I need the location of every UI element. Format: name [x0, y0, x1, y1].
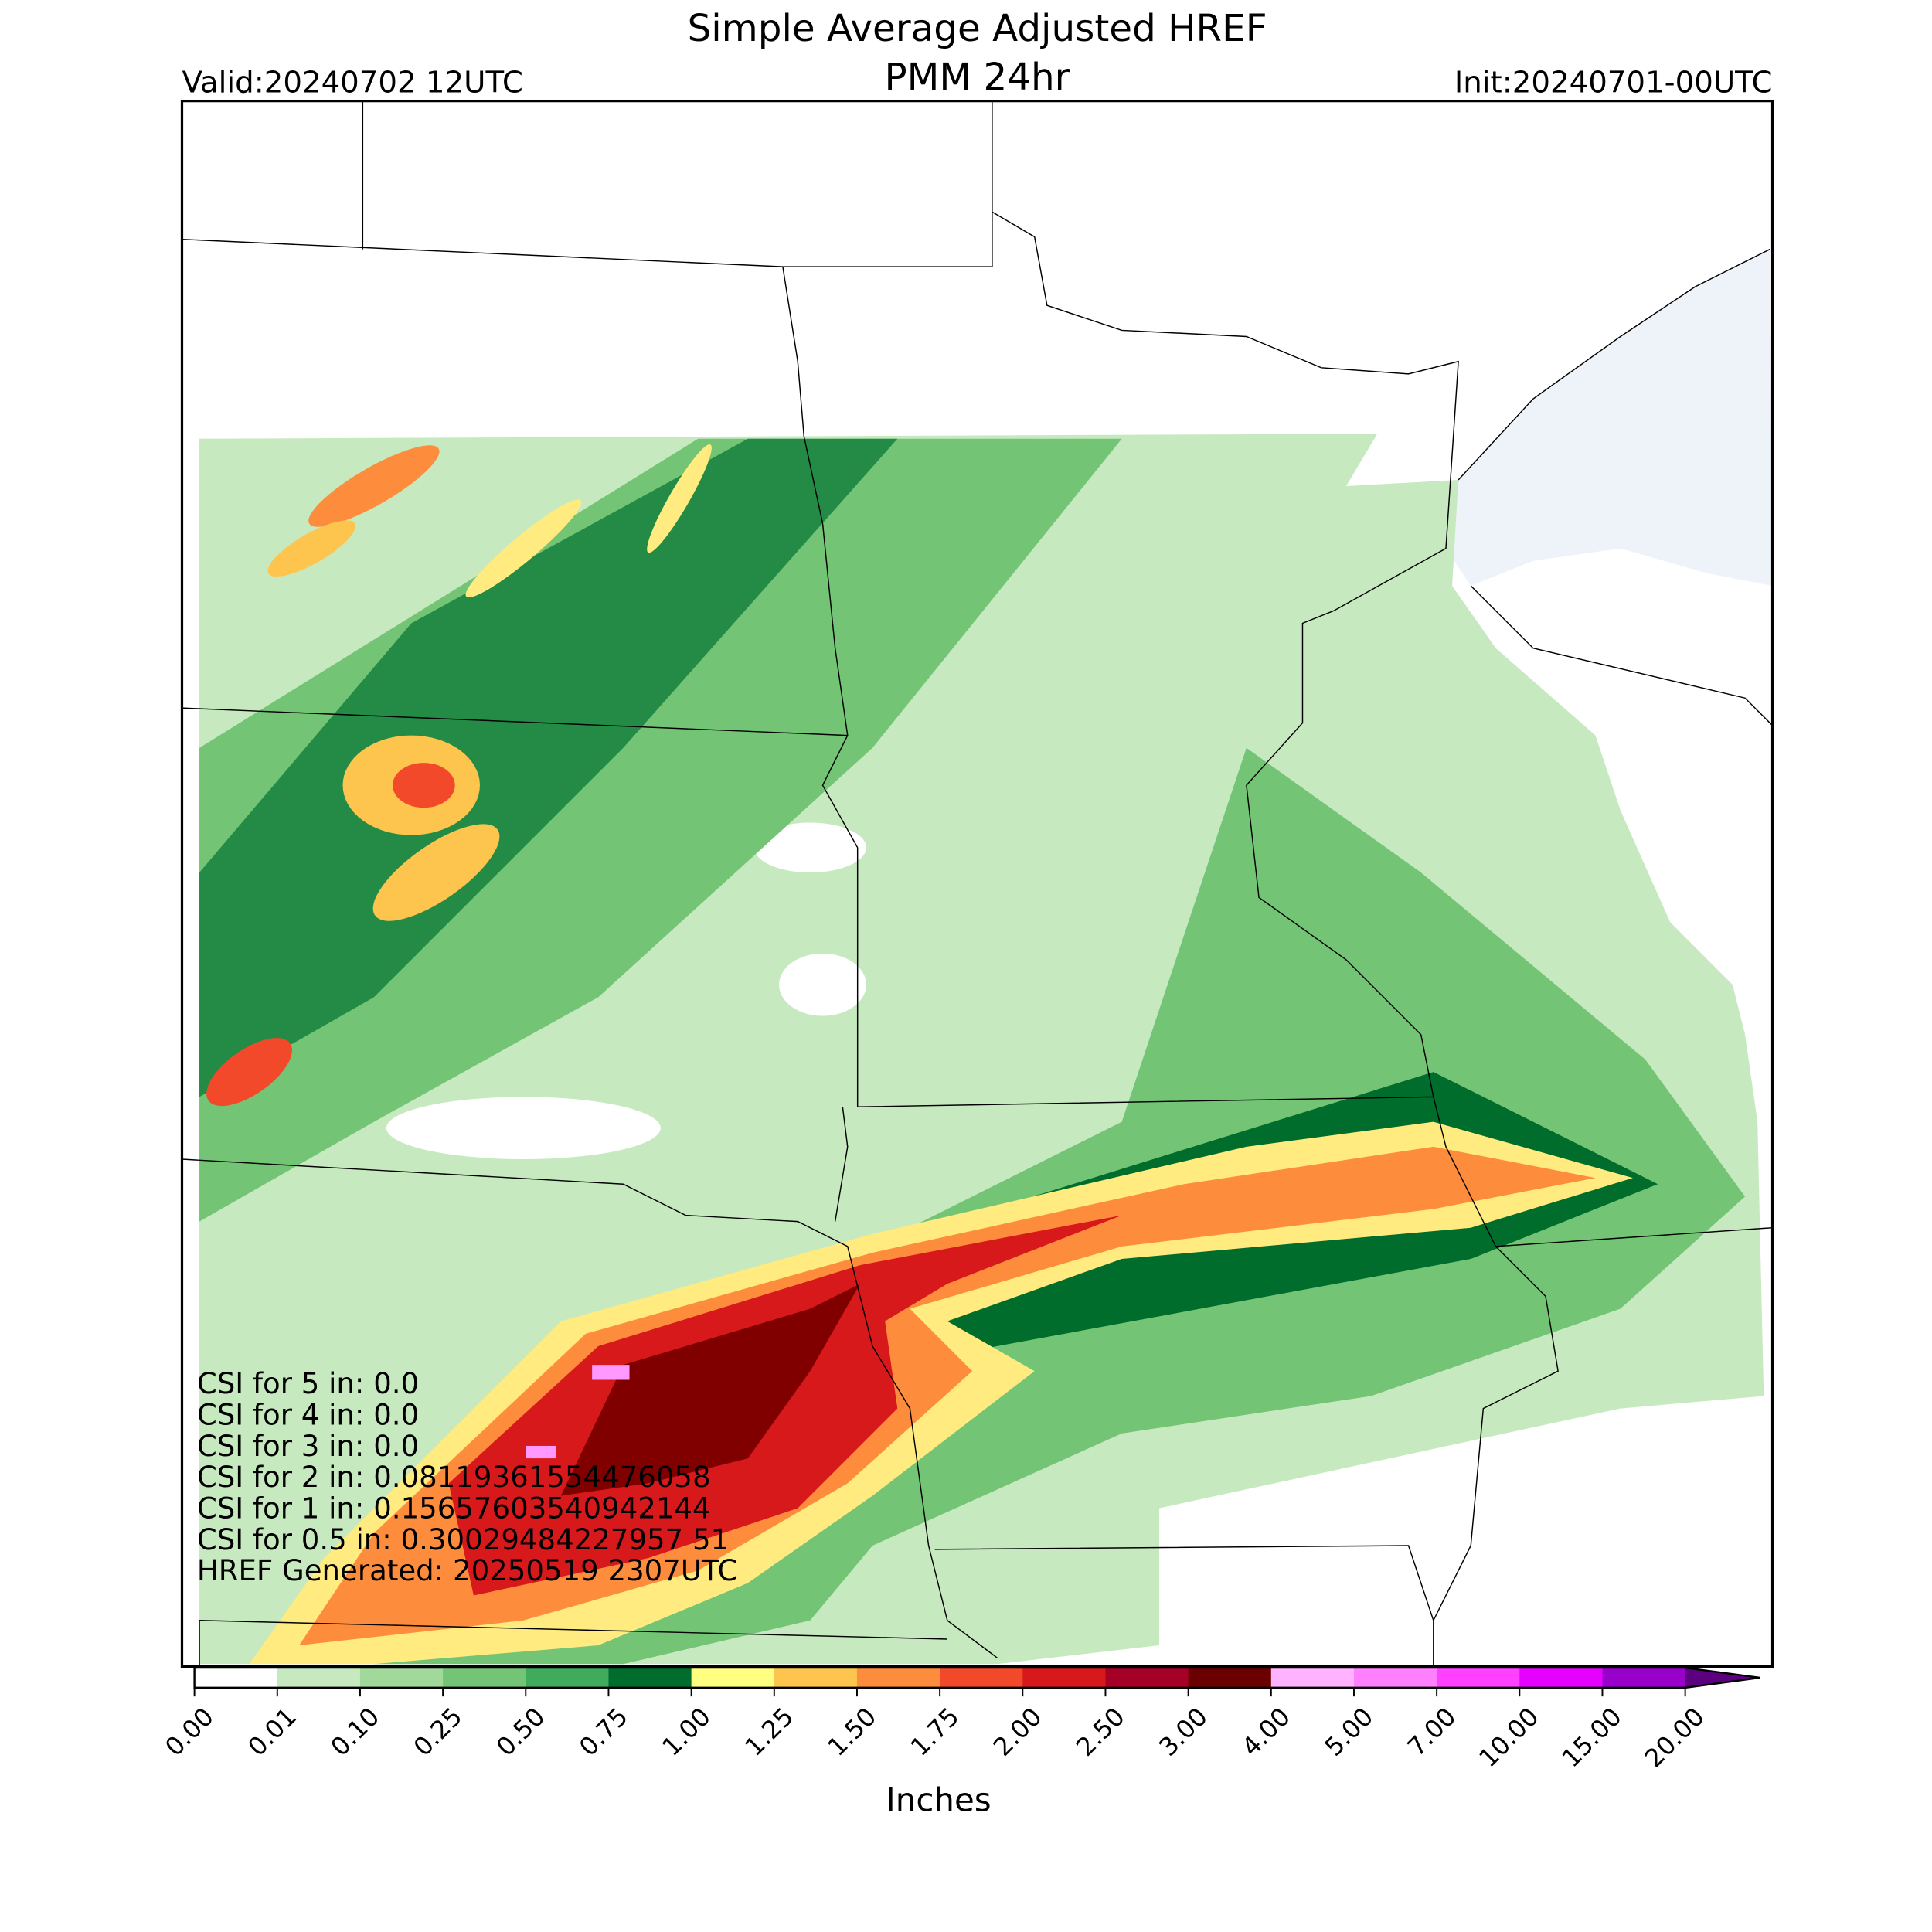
precip-gap	[1159, 1402, 1764, 1667]
colorbar-tick-label: 0.01	[242, 1702, 302, 1762]
colorbar-tick-label: 20.00	[1639, 1702, 1710, 1773]
colorbar-outline	[193, 1666, 1760, 1689]
colorbar-tick-label: 2.00	[988, 1702, 1048, 1762]
annotation: CSI for 2 in: 0.08119361554476058	[197, 1461, 711, 1494]
subtitle: PMM 24hr	[884, 56, 1070, 99]
map-frame	[180, 100, 1774, 1668]
precip-area	[308, 445, 440, 527]
precip-area	[199, 438, 898, 1097]
colorbar-segment	[1353, 1668, 1437, 1688]
valid-time: Valid:20240702 12UTC	[182, 65, 522, 100]
init-time: Init:20240701-00UTC	[1454, 65, 1773, 100]
annotation: CSI for 3 in: 0.0	[197, 1430, 419, 1463]
colorbar-segment	[277, 1668, 361, 1688]
annotation: CSI for 0.5 in: 0.30029484227957 51	[197, 1523, 729, 1556]
colorbar-tick-label: 0.50	[491, 1702, 551, 1762]
state-borders	[182, 100, 1773, 1667]
colorbar-tick-label: 7.00	[1402, 1702, 1462, 1762]
title: Simple Average Adjusted HREF	[688, 7, 1267, 50]
colorbar-tick-label: 4.00	[1236, 1702, 1296, 1762]
precip-area	[267, 520, 355, 577]
precip-gap	[386, 1097, 661, 1159]
annotation: HREF Generated: 20250519 2307UTC	[197, 1554, 738, 1587]
colorbar-segment	[940, 1668, 1023, 1688]
precip-area	[592, 1365, 630, 1380]
precip-area	[526, 1445, 556, 1459]
colorbar-segment	[359, 1668, 444, 1688]
colorbar-tick-label: 0.75	[573, 1702, 634, 1762]
colorbar-tick-label: 3.00	[1153, 1702, 1213, 1762]
annotation: CSI for 1 in: 0.15657603540942144	[197, 1492, 711, 1526]
colorbar-tick-label: 0.00	[159, 1702, 219, 1762]
colorbar-segment	[1105, 1668, 1189, 1688]
colorbar-segment	[608, 1668, 692, 1688]
colorbar-segment	[774, 1668, 858, 1688]
colorbar-tick-label: 0.25	[408, 1702, 468, 1762]
map	[182, 100, 1773, 1667]
colorbar-segment	[856, 1668, 940, 1688]
precip-area	[206, 1038, 292, 1107]
annotation: CSI for 4 in: 0.0	[197, 1399, 419, 1432]
annotation: CSI for 5 in: 0.0	[197, 1367, 419, 1400]
precip-gap	[753, 822, 866, 873]
precip-area	[560, 1284, 860, 1496]
colorbar-tick-label: 5.00	[1319, 1702, 1379, 1762]
precip-area	[372, 824, 500, 921]
colorbar-tick-label: 10.00	[1473, 1702, 1544, 1773]
colorbar-extend	[1685, 1668, 1760, 1688]
colorbar-tick-label: 0.10	[325, 1702, 386, 1762]
colorbar-segment	[691, 1668, 775, 1688]
colorbar-segment	[194, 1668, 278, 1688]
colorbar-segment	[1519, 1668, 1603, 1688]
precip-area	[393, 763, 455, 808]
precip-area	[465, 499, 582, 598]
colorbar-tick-label: 2.50	[1070, 1702, 1131, 1762]
colorbar-tick-label: 1.50	[822, 1702, 883, 1762]
colorbar-label: Inches	[886, 1781, 991, 1819]
colorbar-tick-label: 1.75	[905, 1702, 965, 1762]
colorbar-segment	[1188, 1668, 1272, 1688]
colorbar-tick-label: 15.00	[1556, 1702, 1628, 1773]
colorbar-tick-label: 1.00	[656, 1702, 716, 1762]
precip-area	[647, 444, 712, 553]
colorbar-segment	[1022, 1668, 1106, 1688]
colorbar-segment	[1270, 1668, 1355, 1688]
colorbar-segment	[526, 1668, 609, 1688]
colorbar-segment	[443, 1668, 526, 1688]
colorbar-segment	[1437, 1668, 1520, 1688]
colorbar-segment	[1602, 1668, 1686, 1688]
precip-gap	[779, 953, 866, 1016]
colorbar: 0.00 0.01 0.10 0.25 0.50 0.75 1.00 1.25 1.50 1.75…	[159, 1666, 1760, 1773]
colorbar-tick-label: 1.25	[739, 1702, 799, 1762]
